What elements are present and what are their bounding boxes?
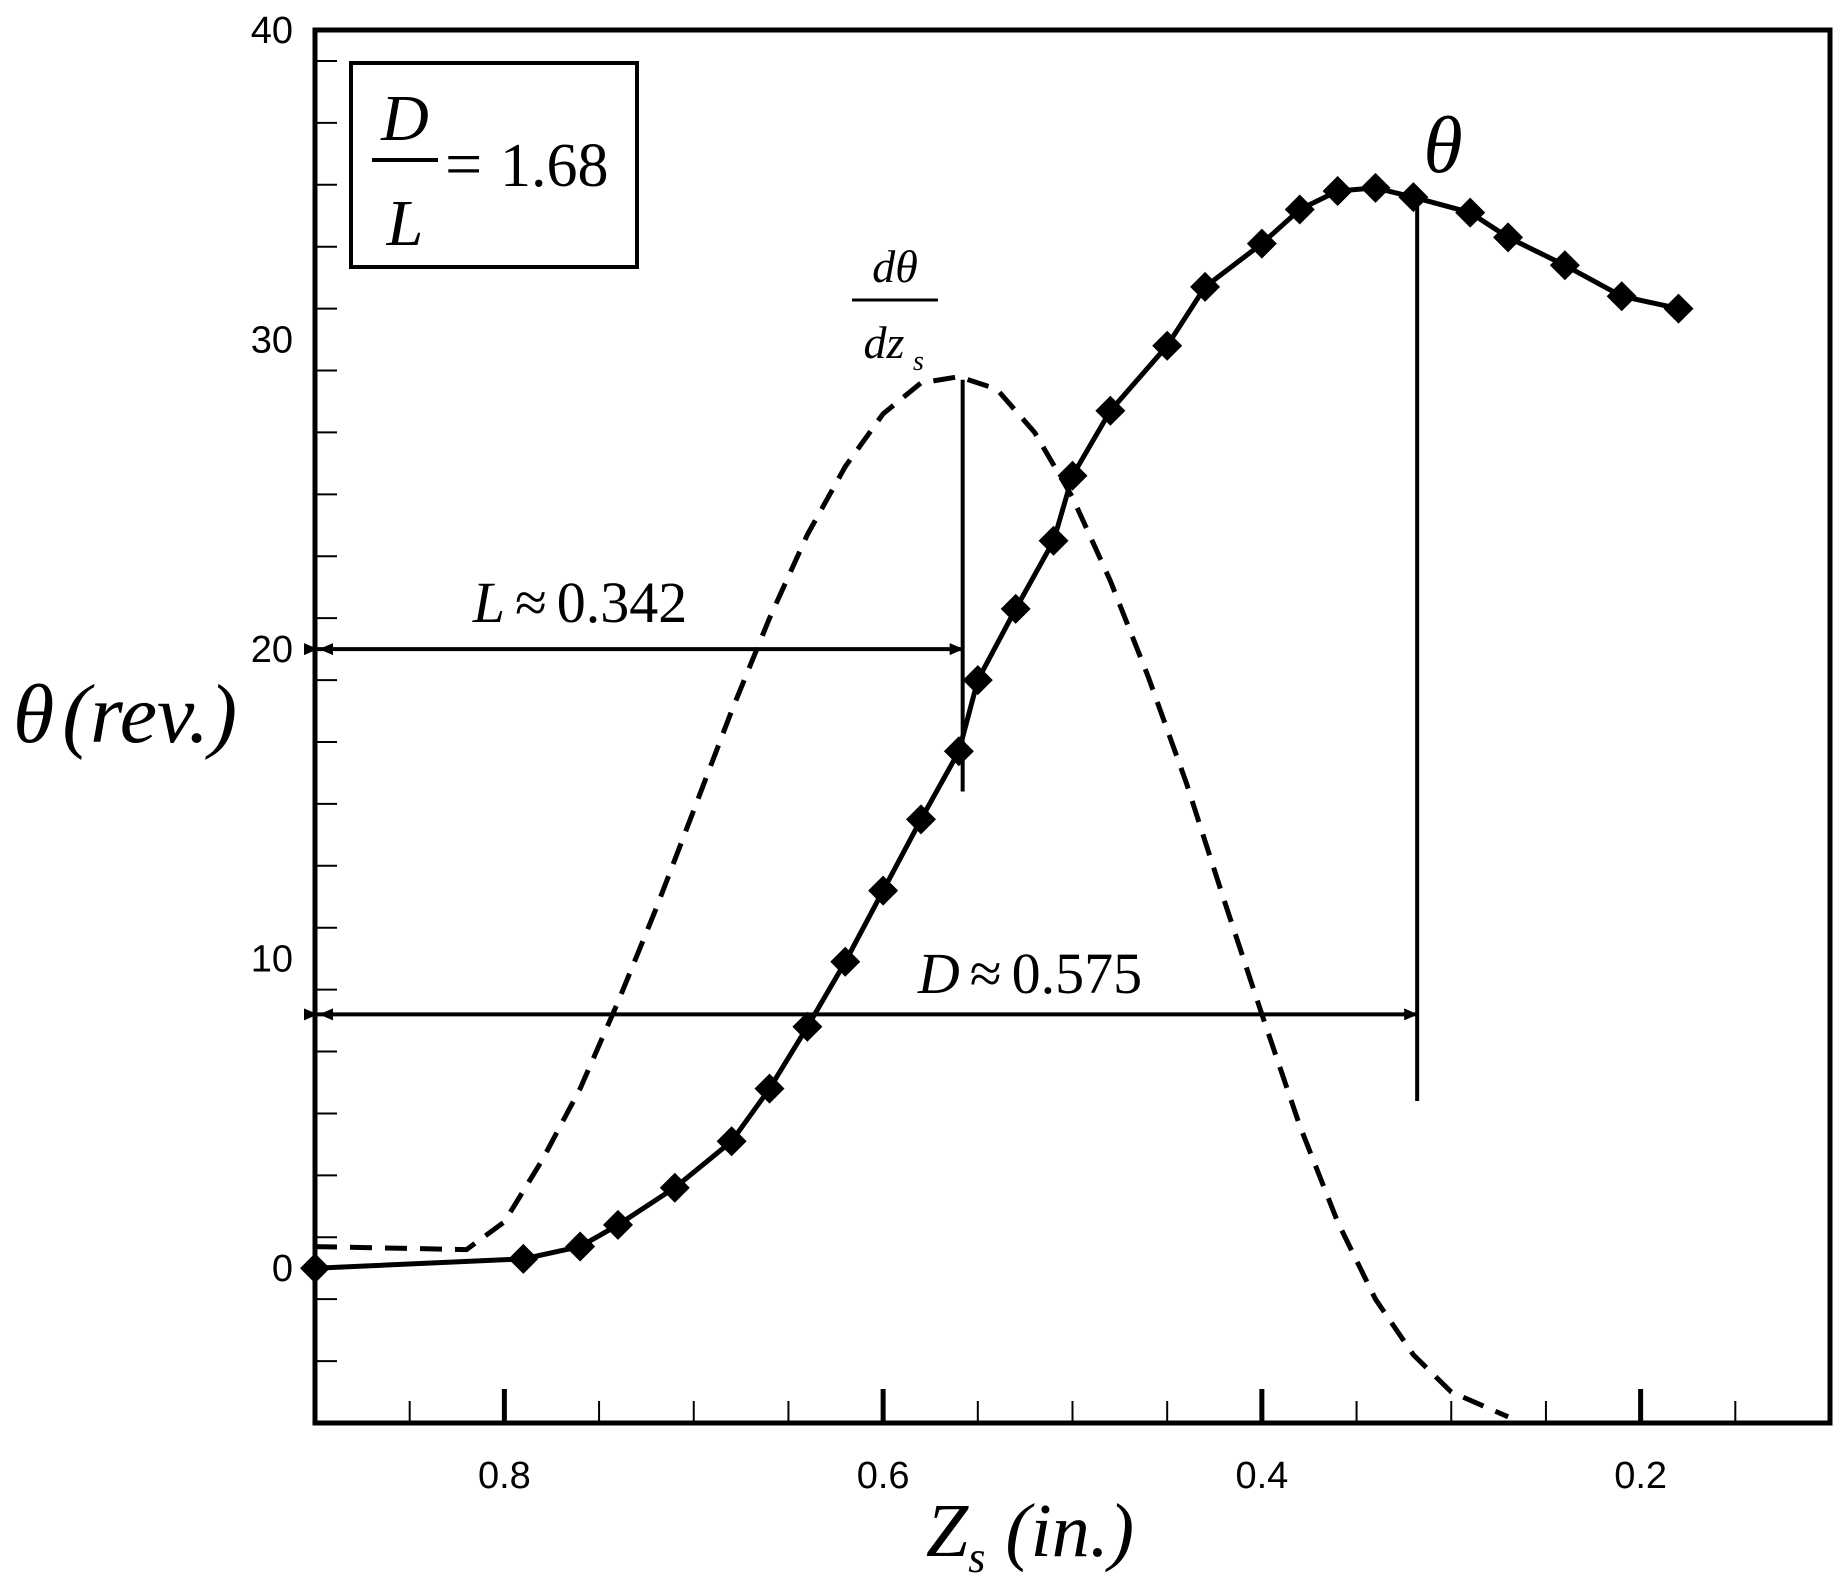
theta-data-point — [1322, 175, 1353, 206]
L-measure-arrowhead-left — [319, 643, 333, 656]
theta-data-point — [1246, 228, 1277, 259]
theta-data-point — [830, 946, 861, 977]
series-group — [300, 172, 1694, 1420]
ratio-value: 1.68 — [500, 132, 609, 200]
deriv-denominator-sub: s — [913, 346, 924, 377]
theta-data-point — [754, 1073, 785, 1104]
theta-data-point — [1190, 271, 1221, 302]
theta-data-point — [716, 1126, 747, 1157]
theta-data-point — [943, 736, 974, 767]
theta-series-label: θ — [1423, 102, 1462, 190]
theta-data-point — [1057, 460, 1088, 491]
x-tick-label: 0.4 — [1235, 1455, 1288, 1497]
x-tick-label: 0.6 — [857, 1455, 910, 1497]
ratio-denominator: L — [386, 187, 424, 260]
y-tick-label: 0 — [272, 1248, 293, 1290]
theta-data-point — [1000, 593, 1031, 624]
ratio-box — [349, 61, 639, 269]
theta-data-point — [1398, 182, 1429, 213]
axis-ticks: 0 10 20 30 40 0.8 0.6 0.4 0.2 — [251, 10, 1831, 1497]
theta-data-point — [300, 1253, 330, 1284]
theta-series-line — [314, 185, 1680, 1271]
theta-data-point — [1095, 395, 1126, 426]
theta-data-point — [1455, 197, 1486, 228]
y-tick-label: 30 — [251, 320, 293, 362]
theta-data-point — [1152, 330, 1183, 361]
x-tick-label: 0.8 — [478, 1455, 531, 1497]
x-tick-label: 0.2 — [1614, 1455, 1667, 1497]
y-tick-label: 10 — [251, 939, 293, 981]
theta-data-point — [508, 1243, 539, 1274]
y-tick-label: 20 — [251, 629, 293, 671]
ratio-numerator: D — [380, 82, 429, 155]
y-axis-label: θ(rev.) — [13, 668, 237, 761]
y-tick-label: 40 — [251, 10, 293, 52]
L-measure-label: L ≈0.342 — [472, 570, 688, 635]
theta-data-point — [1493, 222, 1524, 253]
theta-data-point — [906, 804, 936, 835]
theta-data-point — [1606, 281, 1637, 312]
D-measure-label: D ≈0.575 — [917, 941, 1142, 1006]
theta-data-point — [962, 665, 993, 696]
theta-data-point — [1038, 525, 1069, 556]
theta-data-point — [565, 1231, 596, 1262]
deriv-numerator: dθ — [872, 241, 918, 292]
D-measure-arrowhead-left — [319, 1008, 333, 1021]
theta-data-point — [1549, 250, 1580, 281]
theta-data-point — [868, 875, 899, 906]
theta-data-point — [1284, 194, 1315, 225]
theta-data-point — [1360, 172, 1391, 203]
theta-data-point — [1663, 293, 1694, 324]
theta-data-point — [792, 1011, 823, 1042]
ratio-equals: = — [445, 128, 482, 201]
measure-annotations — [304, 190, 1420, 1102]
deriv-denominator: dz — [864, 317, 905, 368]
theta-data-point — [659, 1172, 690, 1203]
x-axis-label: Zs (in.) — [926, 1489, 1134, 1580]
theta-data-point — [603, 1209, 633, 1240]
